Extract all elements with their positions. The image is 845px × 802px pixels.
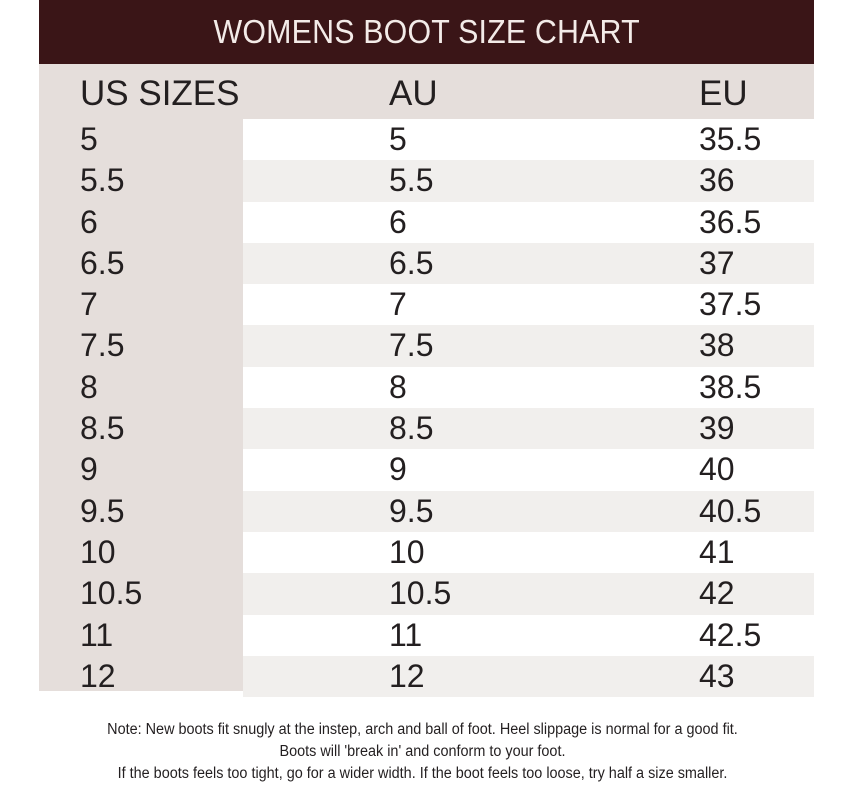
eu-size-cell: 39 [699,410,735,447]
eu-size-cell: 35.5 [699,121,762,157]
eu-size-cell: 36.5 [699,203,762,240]
table-row: 6 36.5 [243,201,814,243]
table-row: 5 35.5 [243,119,814,161]
column-header-eu: EU [699,74,748,113]
au-size-cell: 8.5 [389,410,434,447]
eu-size-cell: 38.5 [699,368,762,405]
us-size-cell: 12 [80,657,116,694]
eu-size-cell: 38 [699,327,735,364]
au-size-cell: 10 [389,533,425,570]
table-row: 9.5 40.5 [243,490,814,532]
table-header: US SIZES AU EU [39,64,814,119]
us-size-cell: 5 [80,121,98,157]
eu-size-cell: 40.5 [699,492,762,529]
eu-size-cell: 41 [699,533,735,570]
us-size-cell: 6.5 [80,244,125,281]
us-size-cell: 9.5 [80,492,125,529]
au-size-cell: 9.5 [389,492,434,529]
table-row: 7.5 38 [243,325,814,367]
us-size-cell: 8.5 [80,410,125,447]
note-line-1: Note: New boots fit snugly at the instep… [107,721,738,738]
eu-size-cell: 42.5 [699,616,762,653]
au-size-cell: 6 [389,203,407,240]
table-row: 12 43 [243,655,814,698]
au-size-cell: 12 [389,657,425,694]
us-size-cell: 11 [80,616,114,653]
au-size-cell: 5 [389,121,407,157]
table-row: 8 38.5 [243,366,814,409]
eu-size-cell: 36 [699,162,735,199]
eu-size-cell: 42 [699,575,735,612]
table-row: 10.5 42 [243,573,814,615]
au-size-cell: 10.5 [389,575,452,612]
us-size-cell: 10 [80,533,116,570]
au-size-cell: 9 [389,451,407,488]
au-size-cell: 6.5 [389,244,434,281]
au-size-cell: 7.5 [389,327,434,364]
us-size-cell: 9 [80,451,98,488]
table-row: 9 40 [243,449,814,491]
au-size-cell: 8 [389,368,407,405]
size-table-body: 5 35.5 5.5 36 6 36.5 6.5 37 7 37.5 7.5 38 8 38.5 8.5 39… [243,119,814,698]
eu-size-cell: 40 [699,451,735,488]
column-header-au: AU [389,74,438,113]
eu-size-cell: 37.5 [699,286,762,323]
au-size-cell: 7 [389,286,407,323]
table-row: 8.5 39 [243,408,814,450]
chart-title-band: WOMENS BOOT SIZE CHART [39,0,814,64]
table-row: 10 41 [243,531,814,574]
au-size-cell: 11 [389,616,423,653]
table-row: 11 42.5 [243,614,814,656]
au-size-cell: 5.5 [389,162,434,199]
us-column-background [39,119,243,691]
chart-title: WOMENS BOOT SIZE CHART [213,13,640,50]
us-size-cell: 6 [80,203,98,240]
note-line-3: If the boots feels too tight, go for a w… [117,765,728,782]
us-size-cell: 7.5 [80,327,125,364]
table-row: 5.5 36 [243,160,814,202]
us-size-cell: 5.5 [80,162,125,199]
eu-size-cell: 37 [699,244,735,281]
eu-size-cell: 43 [699,657,735,694]
table-row: 6.5 37 [243,242,814,285]
us-size-cell: 10.5 [80,575,143,612]
note-line-2: Boots will 'break in' and conform to you… [279,743,566,760]
us-size-cell: 7 [80,286,98,323]
us-size-cell: 8 [80,368,98,405]
fit-note: Note: New boots fit snugly at the instep… [0,719,845,785]
column-header-us: US SIZES [80,74,240,113]
table-row: 7 37.5 [243,284,814,326]
us-size-column: 5 5.5 6 6.5 7 7.5 8 8.5 9 9.5 10 10.5 11 12 [39,119,243,697]
